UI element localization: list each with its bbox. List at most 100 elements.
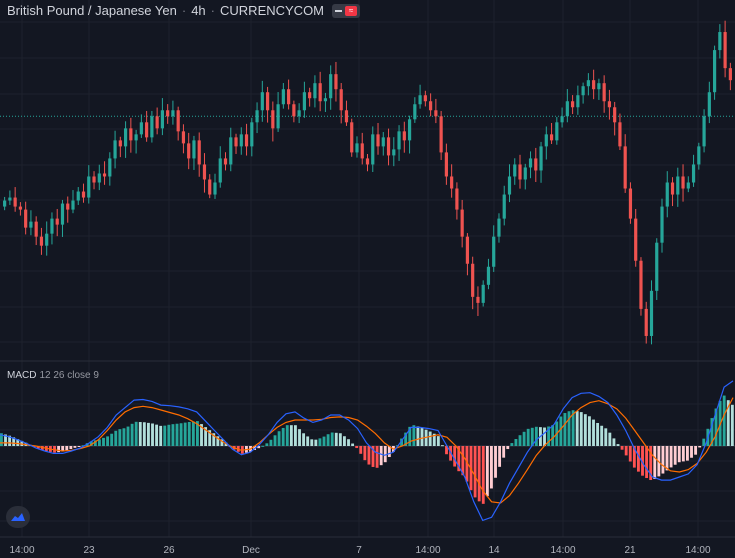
interval-label[interactable]: 4h bbox=[191, 3, 206, 18]
histogram-bar bbox=[518, 435, 522, 446]
candle-body bbox=[113, 140, 117, 159]
candle-body bbox=[481, 284, 485, 303]
histogram-bar bbox=[367, 446, 371, 465]
candle-body bbox=[549, 134, 554, 141]
time-axis[interactable]: 14:00 23 26 Dec 7 14:00 14 14:00 21 14:00 bbox=[9, 545, 710, 556]
histogram-bar bbox=[16, 439, 20, 446]
candle-body bbox=[123, 128, 128, 147]
candle-body bbox=[718, 32, 722, 51]
histogram-bar bbox=[628, 446, 632, 462]
candle-body bbox=[429, 101, 433, 111]
candle-body bbox=[276, 104, 280, 129]
candle-body bbox=[455, 188, 459, 210]
histogram-bar bbox=[330, 432, 334, 446]
histogram-bar bbox=[502, 446, 506, 458]
candle-body bbox=[281, 89, 285, 105]
histogram-bar bbox=[665, 446, 669, 471]
candle-body bbox=[355, 143, 359, 153]
candle-body bbox=[581, 86, 585, 96]
chart-legend-header[interactable]: British Pound / Japanese Yen · 4h · CURR… bbox=[7, 3, 361, 18]
time-axis-label: 21 bbox=[624, 545, 636, 556]
candle-body bbox=[176, 110, 180, 132]
histogram-bar bbox=[600, 425, 604, 446]
candle-body bbox=[76, 191, 80, 201]
histogram-bar bbox=[338, 433, 342, 446]
candle-body bbox=[486, 266, 491, 285]
time-axis-label: Dec bbox=[242, 545, 260, 556]
wave-icon[interactable]: ≈ bbox=[345, 5, 358, 16]
candle-body bbox=[655, 242, 659, 291]
histogram-bar bbox=[563, 413, 567, 446]
histogram-bar bbox=[285, 425, 289, 446]
histogram-bar bbox=[134, 421, 138, 446]
candle-body bbox=[60, 203, 65, 225]
histogram-bar bbox=[343, 436, 346, 446]
candle-body bbox=[24, 209, 28, 228]
candle-body bbox=[329, 74, 333, 99]
candle-body bbox=[639, 260, 643, 309]
candle-body bbox=[686, 182, 690, 189]
legend-badge[interactable]: ≈ bbox=[332, 3, 361, 18]
candle-body bbox=[660, 206, 664, 243]
histogram-bar bbox=[289, 425, 293, 446]
histogram-bar bbox=[457, 446, 461, 472]
histogram-bar bbox=[183, 422, 187, 446]
candle-body bbox=[602, 83, 606, 102]
candle-body bbox=[460, 209, 464, 237]
candle-body bbox=[365, 158, 370, 165]
candle-body bbox=[229, 137, 233, 165]
candle-body bbox=[150, 116, 154, 138]
candle-body bbox=[644, 308, 648, 336]
histogram-bar bbox=[326, 434, 330, 446]
candle-body bbox=[597, 83, 601, 90]
histogram-bar bbox=[118, 429, 122, 446]
candle-body bbox=[697, 146, 701, 165]
candle-body bbox=[407, 119, 412, 141]
histogram-bar bbox=[89, 441, 93, 446]
candle-body bbox=[3, 200, 7, 207]
histogram-bar bbox=[690, 446, 693, 458]
histogram-bar bbox=[583, 414, 587, 446]
candle-body bbox=[29, 221, 33, 228]
candle-body bbox=[507, 176, 512, 195]
candle-body bbox=[145, 122, 149, 138]
histogram-bar bbox=[490, 446, 493, 489]
candle-body bbox=[297, 110, 301, 117]
time-axis-label: 14 bbox=[488, 545, 500, 556]
macd-line bbox=[0, 380, 734, 522]
candle-body bbox=[492, 236, 496, 267]
histogram-bar bbox=[359, 446, 363, 454]
candle-body bbox=[197, 140, 201, 165]
minus-icon[interactable] bbox=[335, 9, 343, 12]
candle-body bbox=[318, 83, 322, 102]
histogram-bar bbox=[522, 431, 526, 446]
candle-body bbox=[339, 89, 343, 111]
candle-body bbox=[471, 263, 475, 297]
indicator-params: 12 26 close 9 bbox=[39, 370, 99, 381]
candle-body bbox=[518, 164, 522, 180]
indicator-legend[interactable]: MACD 12 26 close 9 bbox=[7, 370, 99, 381]
histogram-bar bbox=[212, 433, 216, 446]
time-axis-label: 14:00 bbox=[415, 545, 440, 556]
histogram-bar bbox=[147, 422, 150, 446]
candle-body bbox=[665, 182, 669, 207]
candle-body bbox=[323, 98, 328, 102]
histogram-bar bbox=[77, 446, 81, 447]
candle-body bbox=[166, 110, 170, 117]
histogram-bar bbox=[102, 437, 105, 446]
histogram-bar bbox=[4, 434, 7, 446]
histogram-bar bbox=[681, 446, 685, 462]
tradingview-logo-icon[interactable] bbox=[6, 506, 30, 528]
histogram-bar bbox=[677, 446, 681, 463]
histogram-bar bbox=[114, 430, 118, 446]
candle-body bbox=[628, 188, 633, 219]
histogram-bar bbox=[204, 427, 208, 446]
histogram-bar bbox=[73, 446, 77, 448]
symbol-name[interactable]: British Pound / Japanese Yen bbox=[7, 3, 177, 18]
histogram-bar bbox=[106, 436, 110, 446]
candle-body bbox=[523, 167, 527, 180]
histogram-bar bbox=[171, 424, 175, 446]
histogram-bar bbox=[514, 439, 518, 446]
